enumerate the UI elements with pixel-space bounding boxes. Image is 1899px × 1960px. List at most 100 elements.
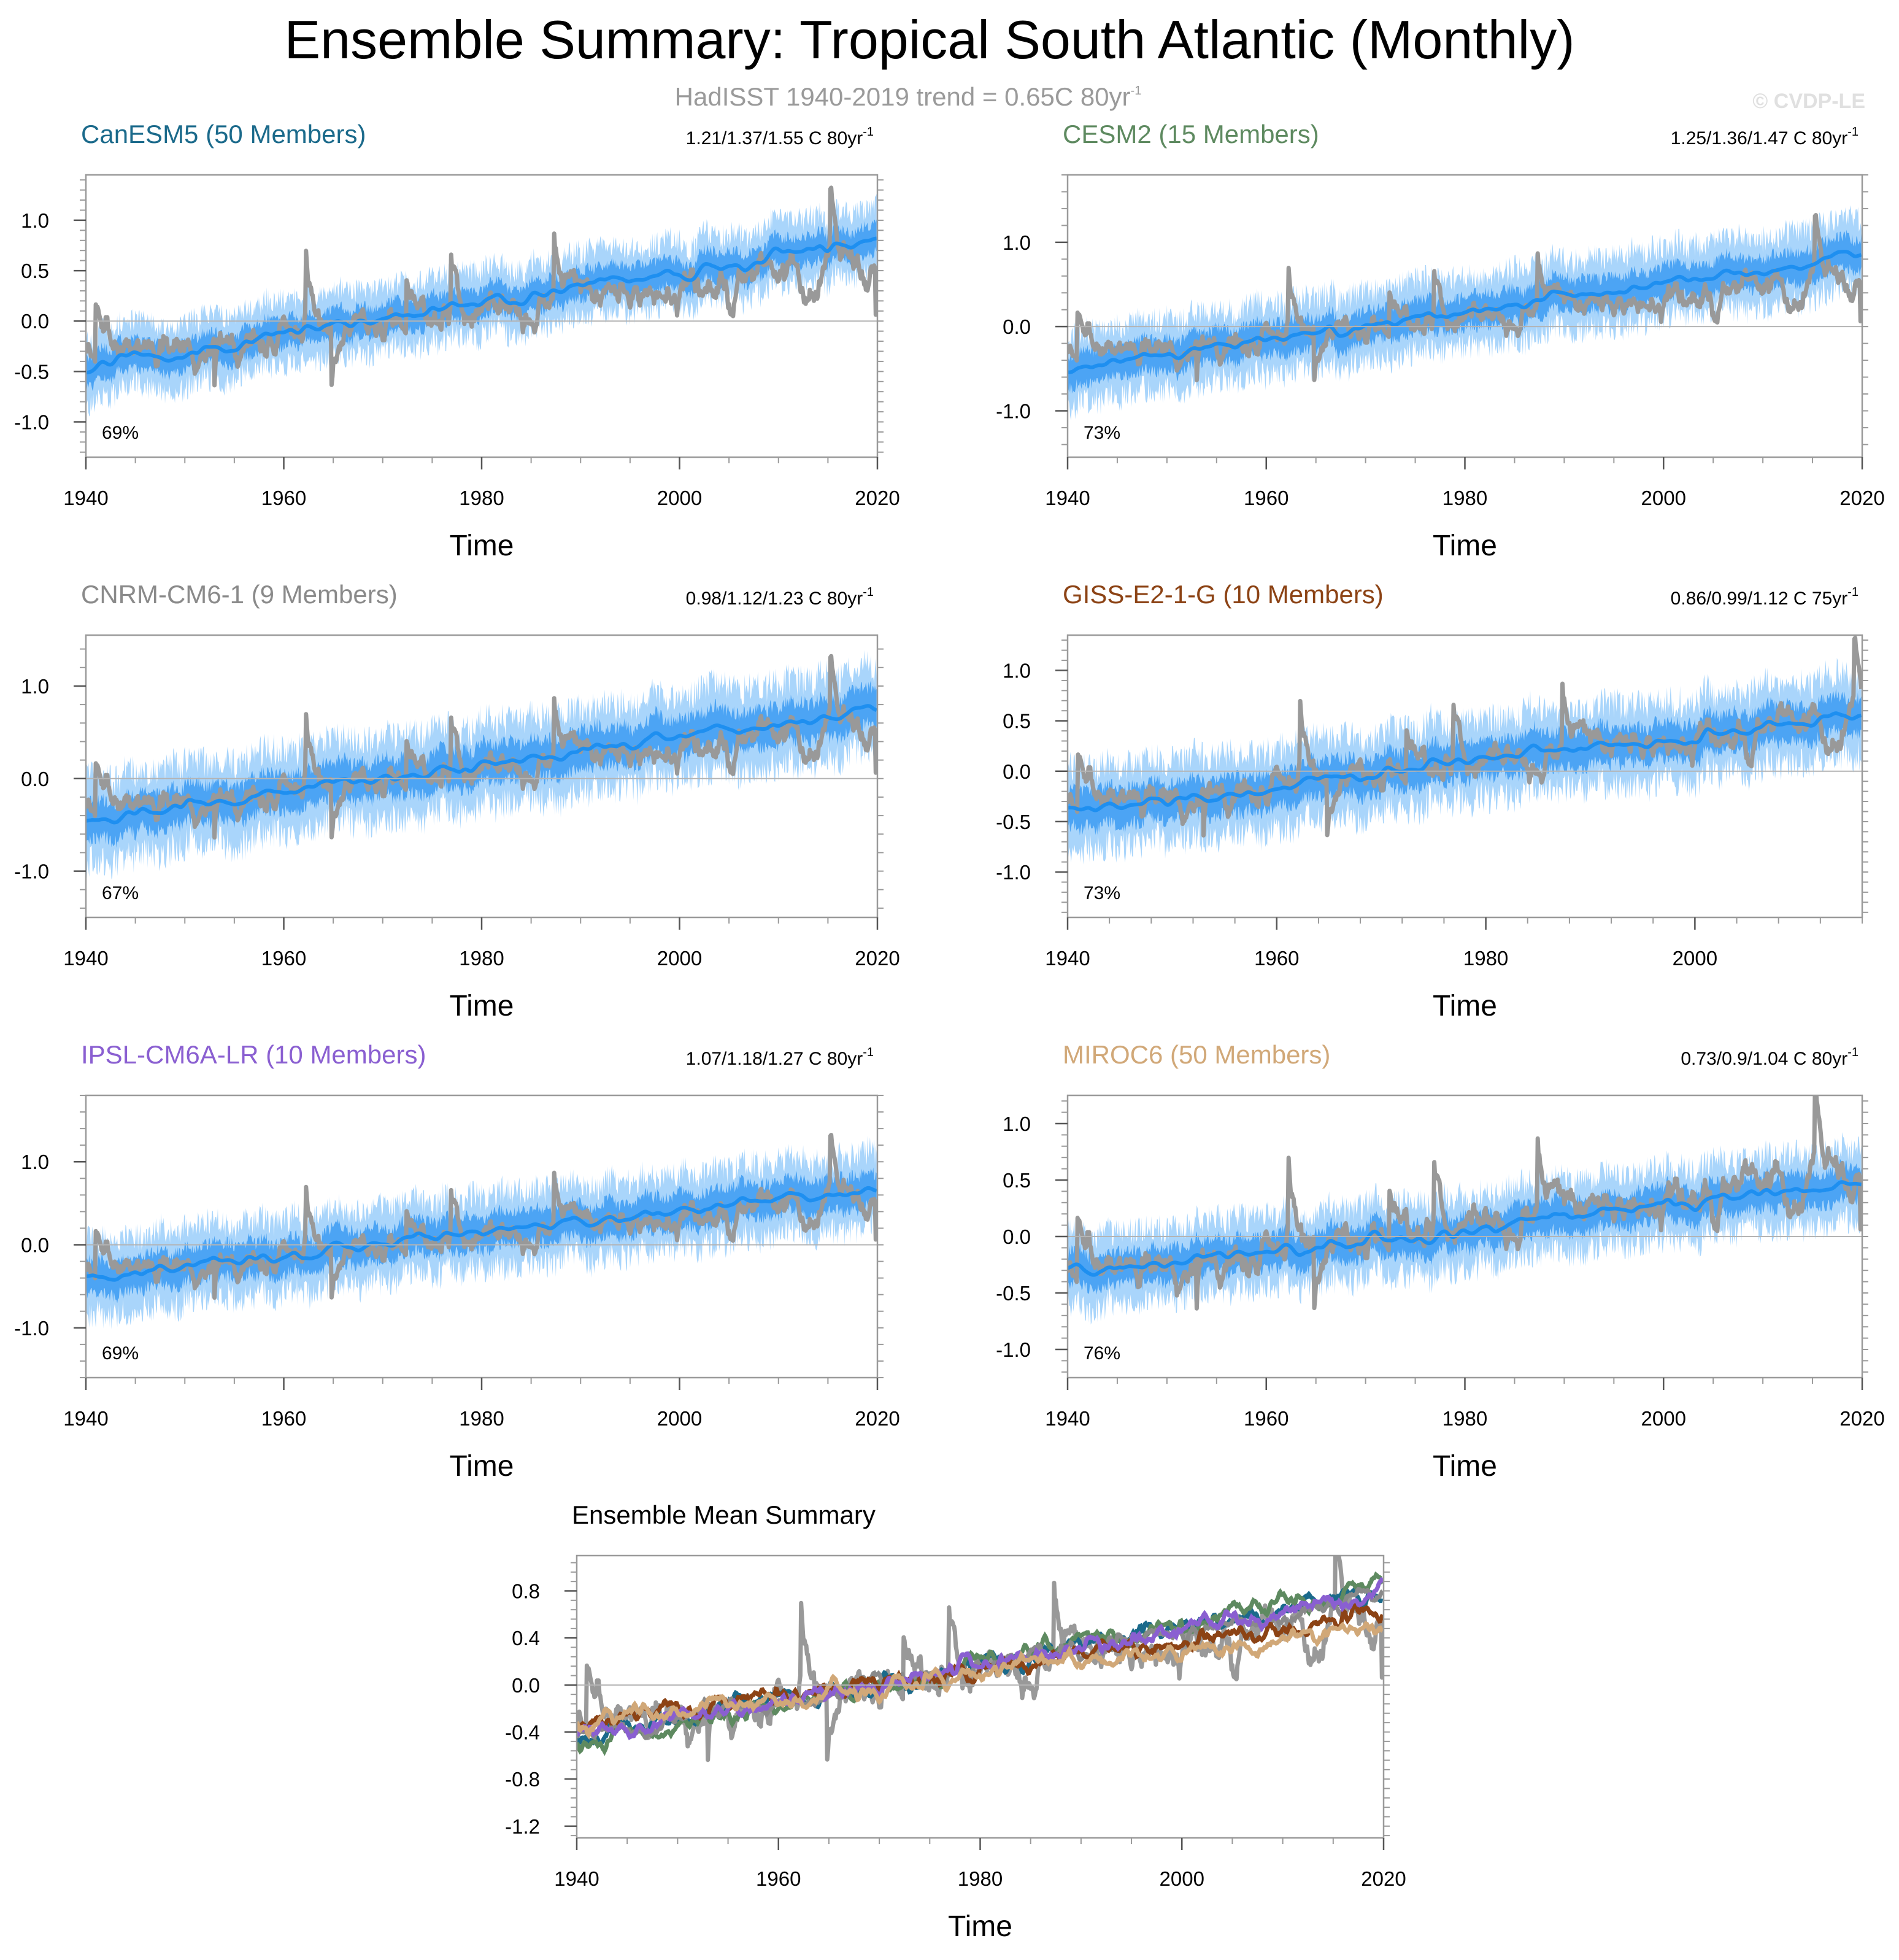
panel-trend-sup: -1	[1847, 1046, 1859, 1059]
series-line-ipsl-cm6a-lr	[577, 1576, 1384, 1740]
y-tick-label: -1.0	[14, 411, 49, 434]
x-tick-label: 1960	[756, 1867, 801, 1890]
ensemble-mean-line	[1068, 1180, 1862, 1277]
panel-title: CESM2 (15 Members)	[1063, 120, 1319, 149]
x-tick-label: 2000	[657, 487, 702, 509]
y-tick-label: 0.0	[1003, 1225, 1031, 1248]
main-title: Ensemble Summary: Tropical South Atlanti…	[284, 9, 1574, 70]
y-tick-label: -0.8	[505, 1768, 540, 1791]
x-tick-label: 1980	[459, 947, 504, 970]
y-tick-label: 0.0	[21, 1234, 49, 1257]
y-tick-label: -1.0	[996, 399, 1031, 422]
y-tick-label: 0.5	[1003, 710, 1031, 733]
x-tick-label: 1940	[63, 1407, 108, 1430]
y-tick-label: 0.4	[512, 1627, 540, 1649]
x-tick-label: 2000	[1673, 947, 1717, 970]
plot-area	[577, 1556, 1384, 1762]
y-tick-label: 1.0	[1003, 1113, 1031, 1135]
x-tick-label: 1960	[1254, 947, 1299, 970]
series-line-miroc6	[577, 1621, 1384, 1740]
x-axis-label: Time	[450, 990, 514, 1022]
observed-series-line	[86, 185, 877, 388]
ensemble-mean-line	[1068, 711, 1862, 812]
observed-series-line	[1068, 1095, 1862, 1311]
panel-trend: 0.73/0.9/1.04 C 80yr-1	[1681, 1046, 1859, 1069]
x-axis-label: Time	[1433, 1450, 1497, 1483]
x-tick-label: 2020	[1839, 487, 1884, 509]
watermark: © CVDP-LE	[1752, 90, 1865, 113]
y-tick-label: 0.0	[21, 310, 49, 333]
plot-area	[86, 650, 877, 880]
ensemble-mean-line	[86, 236, 877, 375]
y-tick-label: -1.0	[14, 1317, 49, 1340]
subtitle: HadISST 1940-2019 trend = 0.65C 80yr-1	[675, 82, 1142, 111]
x-axis-label: Time	[450, 530, 514, 562]
panel-title: CNRM-CM6-1 (9 Members)	[81, 580, 398, 609]
panel-6: 1940 1960 1980 2000 2020 -1.2 -0.8 -0.4 0.0 0.4 0.…	[505, 1500, 1406, 1943]
panel-trend: 1.21/1.37/1.55 C 80yr-1	[686, 125, 874, 149]
panel-3: 1940 1960 1980 2000 -1.0 -0.5 0.0 0.5 1.0 Time GIS…	[996, 580, 1868, 1022]
panel-trend: 0.86/0.99/1.12 C 75yr-1	[1671, 585, 1859, 609]
panel-trend-text: 1.25/1.36/1.47 C 80yr	[1671, 128, 1848, 149]
panel-0: 1940 1960 1980 2000 2020 -1.0 -0.5 0.0 0.5 1.0 Tim…	[14, 120, 900, 562]
x-tick-label: 1940	[1045, 1407, 1090, 1430]
percentile-rank: 67%	[102, 883, 139, 903]
x-tick-label: 1960	[261, 947, 306, 970]
panel-4: 1940 1960 1980 2000 2020 -1.0 0.0 1.0 Time IPSL-C…	[14, 1040, 900, 1483]
panel-trend-sup: -1	[863, 1046, 874, 1059]
x-tick-label: 2000	[1160, 1867, 1204, 1890]
plot-area	[1068, 205, 1862, 421]
plot-frame	[576, 1554, 1385, 1839]
x-tick-label: 1980	[459, 1407, 504, 1430]
observed-series-line	[1068, 635, 1862, 838]
x-tick-label: 2000	[657, 1407, 702, 1430]
x-tick-label: 1980	[958, 1867, 1003, 1890]
x-tick-label: 2020	[1839, 1407, 1884, 1430]
panel-trend: 1.25/1.36/1.47 C 80yr-1	[1671, 125, 1859, 149]
x-axis-label: Time	[1433, 530, 1497, 562]
observed-series-line	[1068, 213, 1862, 383]
y-tick-label: -1.2	[505, 1815, 540, 1838]
percentile-rank: 73%	[1084, 883, 1120, 903]
x-tick-label: 1980	[1443, 487, 1487, 509]
x-tick-label: 1980	[1443, 1407, 1487, 1430]
y-tick-label: -0.5	[14, 360, 49, 383]
plot-area	[86, 1133, 877, 1329]
x-tick-label: 2020	[855, 1407, 899, 1430]
y-tick-label: 1.0	[1003, 660, 1031, 682]
ensemble-mean-line	[86, 1186, 877, 1282]
y-tick-label: -0.4	[505, 1721, 540, 1744]
y-tick-label: 1.0	[21, 675, 49, 698]
y-tick-label: 0.8	[512, 1580, 540, 1603]
plot-area	[1068, 1095, 1862, 1325]
series-line-giss-e2-1-g	[577, 1602, 1384, 1732]
x-tick-label: 1960	[261, 1407, 306, 1430]
panel-trend-text: 0.73/0.9/1.04 C 80yr	[1681, 1049, 1847, 1069]
x-tick-label: 2020	[1361, 1867, 1406, 1890]
plot-area	[1068, 635, 1862, 865]
x-tick-label: 1960	[1244, 487, 1288, 509]
panel-title: IPSL-CM6A-LR (10 Members)	[81, 1040, 426, 1069]
x-tick-label: 1940	[63, 487, 108, 509]
panel-trend-sup: -1	[863, 585, 874, 599]
panel-trend-text: 0.98/1.12/1.23 C 80yr	[686, 588, 863, 609]
panel-trend-sup: -1	[1847, 125, 1859, 139]
subtitle-sup: -1	[1131, 84, 1142, 98]
panels: 1940 1960 1980 2000 2020 -1.0 -0.5 0.0 0.5 1.0 Tim…	[14, 120, 1885, 1943]
x-tick-label: 2000	[1641, 487, 1686, 509]
x-tick-label: 2020	[855, 487, 899, 509]
panel-trend-text: 1.21/1.37/1.55 C 80yr	[686, 128, 863, 149]
x-axis-label: Time	[948, 1910, 1012, 1943]
percentile-rank: 69%	[102, 1343, 139, 1364]
x-tick-label: 1940	[1045, 487, 1090, 509]
series-line-cesm2	[577, 1571, 1384, 1756]
y-tick-label: 0.0	[21, 768, 49, 790]
y-tick-label: -1.0	[14, 860, 49, 883]
panel-title: CanESM5 (50 Members)	[81, 120, 366, 149]
panel-5: 1940 1960 1980 2000 2020 -1.0 -0.5 0.0 0.5 1.0 Tim…	[996, 1040, 1885, 1483]
subtitle-text: HadISST 1940-2019 trend = 0.65C 80yr	[675, 82, 1131, 111]
ensemble-mean-line	[1068, 250, 1862, 374]
x-tick-label: 1940	[554, 1867, 599, 1890]
ensemble-mean-line	[86, 704, 877, 825]
